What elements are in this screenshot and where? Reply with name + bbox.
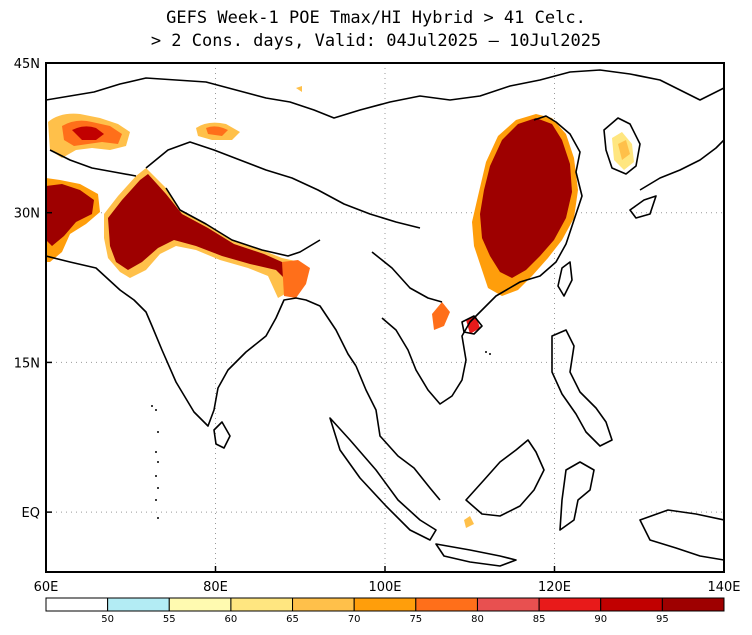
colorbar-label-2: 60 [225,614,238,625]
lat-tick-label-3: EQ [22,506,40,521]
colorbar-bin-4 [292,597,355,612]
region-borneo-speck [464,516,474,528]
lon-tick-label-0: 60E [34,580,59,595]
colorbar-label-9: 95 [656,614,669,625]
lon-tick-label-4: 140E [707,580,740,595]
colorbar-bin-7 [476,597,540,612]
region-hainan [466,316,480,334]
colorbar-bin-0 [45,597,109,612]
region-bangladesh [282,260,310,298]
colorbar-bin-5 [353,597,417,612]
colorbar-label-8: 90 [594,614,607,625]
colorbar-label-0: 50 [101,614,114,625]
region-kazakh-speck [296,86,302,92]
colorbar: 50 55 60 65 70 75 80 85 90 95 [45,597,725,625]
lat-tick-label-2: 15N [14,356,40,371]
colorbar-bin-2 [168,597,232,612]
region-indo-gangetic-core [108,174,294,282]
colorbar-bin-8 [538,597,602,612]
region-afghanistan-core [72,126,104,140]
coastlines [46,69,724,567]
lon-tick-label-3: 120E [538,580,571,595]
latitude-labels: 45N 30N 15N EQ [14,57,52,521]
colorbar-bin-6 [415,597,478,612]
region-xinjiang-core [206,126,228,136]
probability-shading [46,86,634,528]
colorbar-label-7: 85 [533,614,546,625]
lon-tick-label-2: 100E [368,580,401,595]
region-north-vietnam [432,302,450,330]
colorbar-bin-9 [600,597,663,612]
colorbar-label-1: 55 [163,614,176,625]
region-korea-core [618,140,630,160]
lon-tick-label-1: 80E [203,580,228,595]
map-title-line-2: > 2 Cons. days, Valid: 04Jul2025 – 10Jul… [150,31,602,51]
graticule [46,63,724,572]
colorbar-label-4: 70 [348,614,361,625]
colorbar-bin-3 [230,597,294,612]
region-china-core [480,118,572,278]
map-title-line-1: GEFS Week-1 POE Tmax/HI Hybrid > 41 Celc… [166,8,586,28]
longitude-labels: 60E 80E 100E 120E 140E [34,566,741,595]
colorbar-label-5: 75 [409,614,422,625]
region-pakistan-west-core [46,184,94,246]
colorbar-bin-10 [661,597,725,612]
maldives-islands [151,351,491,519]
lat-tick-label-0: 45N [14,57,40,72]
colorbar-label-3: 65 [286,614,299,625]
map-plot-area [46,63,724,572]
colorbar-label-6: 80 [471,614,484,625]
colorbar-bin-1 [107,597,170,612]
lat-tick-label-1: 30N [14,207,40,222]
